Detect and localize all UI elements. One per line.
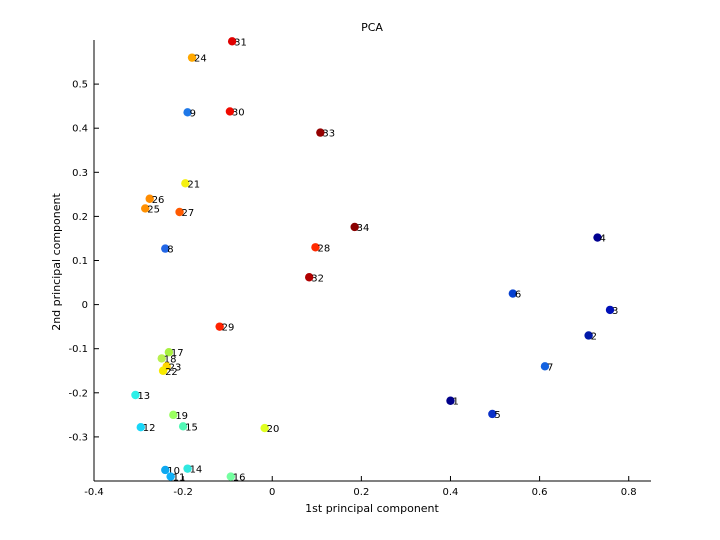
data-point-label: 4 bbox=[600, 234, 606, 245]
data-point-label: 13 bbox=[137, 391, 150, 402]
y-tick-label: 0.4 bbox=[72, 124, 88, 135]
data-point-4 bbox=[593, 233, 602, 242]
data-point-label: 21 bbox=[187, 179, 200, 190]
y-tick-label: 0.2 bbox=[72, 212, 88, 223]
data-point-label: 23 bbox=[169, 362, 182, 373]
data-point-27 bbox=[175, 207, 184, 217]
data-point-label: 16 bbox=[233, 473, 246, 484]
y-tick-label: 0 bbox=[82, 300, 88, 311]
data-point-33 bbox=[316, 128, 325, 137]
data-point-label: 1 bbox=[452, 397, 458, 408]
data-point-21 bbox=[181, 179, 190, 188]
data-point-label: 18 bbox=[164, 354, 177, 365]
chart-title: PCA bbox=[361, 21, 383, 34]
data-point-25 bbox=[141, 204, 150, 213]
data-point-label: 10 bbox=[167, 466, 180, 477]
data-point-label: 7 bbox=[547, 362, 553, 373]
data-point-label: 24 bbox=[194, 54, 207, 65]
data-point-label: 25 bbox=[147, 204, 160, 215]
data-point-10 bbox=[161, 465, 170, 475]
data-point-26 bbox=[145, 194, 154, 203]
data-point-22 bbox=[158, 366, 168, 375]
data-point-19 bbox=[169, 410, 178, 420]
data-point-label: 29 bbox=[222, 323, 235, 334]
data-point-label: 2 bbox=[591, 331, 597, 342]
data-point-9 bbox=[183, 108, 192, 117]
data-point-12 bbox=[136, 422, 145, 432]
x-axis-label: 1st principal component bbox=[305, 502, 439, 515]
y-tick-label: -0.2 bbox=[68, 388, 88, 399]
data-point-label: 14 bbox=[190, 465, 203, 476]
data-point-30 bbox=[225, 107, 235, 116]
data-point-2 bbox=[584, 331, 593, 340]
y-tick-label: 0.5 bbox=[72, 80, 88, 91]
data-point-32 bbox=[305, 273, 314, 282]
data-point-label: 22 bbox=[165, 367, 178, 378]
data-point-16 bbox=[226, 472, 235, 481]
data-point-3 bbox=[605, 305, 615, 315]
data-point-label: 27 bbox=[182, 208, 195, 219]
data-point-label: 19 bbox=[175, 411, 188, 422]
data-point-label: 33 bbox=[322, 129, 335, 140]
data-point-label: 26 bbox=[152, 195, 165, 206]
data-point-1 bbox=[446, 396, 455, 405]
data-point-18 bbox=[157, 354, 166, 363]
y-axis-ticks: -0.3 -0.2 -0.1 0 0.1 0.2 0.3 0.4 0.5 bbox=[68, 80, 99, 443]
data-point-label: 15 bbox=[185, 422, 198, 433]
data-point-6 bbox=[508, 289, 518, 298]
x-tick-label: 0.6 bbox=[532, 487, 548, 498]
data-point-label: 12 bbox=[143, 423, 156, 434]
data-point-label: 6 bbox=[515, 290, 521, 301]
data-point-label: 9 bbox=[190, 108, 196, 119]
data-point-34 bbox=[350, 222, 359, 232]
data-point-label: 5 bbox=[494, 410, 500, 421]
x-axis-ticks: -0.4 -0.2 0 0.2 0.4 0.6 0.8 bbox=[84, 476, 637, 498]
y-tick-label: -0.1 bbox=[68, 344, 88, 355]
data-point-15 bbox=[178, 422, 188, 431]
data-point-31 bbox=[227, 37, 237, 46]
x-tick-label: 0.8 bbox=[621, 487, 637, 498]
y-tick-label: -0.3 bbox=[68, 432, 88, 443]
x-tick-label: 0.2 bbox=[353, 487, 369, 498]
data-point-24 bbox=[187, 53, 197, 62]
data-point-5 bbox=[488, 409, 497, 419]
y-tick-label: 0.1 bbox=[72, 256, 88, 267]
data-point-label: 17 bbox=[171, 348, 184, 359]
data-point-label: 28 bbox=[317, 243, 330, 254]
data-point-label: 11 bbox=[173, 473, 186, 484]
data-point-28 bbox=[311, 243, 320, 252]
x-tick-label: -0.4 bbox=[84, 487, 104, 498]
y-axis-label: 2nd principal component bbox=[50, 193, 63, 331]
data-point-label: 8 bbox=[167, 245, 173, 256]
data-point-14 bbox=[183, 464, 192, 473]
data-point-label: 20 bbox=[267, 424, 280, 435]
data-point-11 bbox=[166, 472, 175, 481]
data-point-20 bbox=[260, 423, 269, 433]
data-point-7 bbox=[540, 362, 550, 371]
data-point-17 bbox=[164, 348, 174, 357]
x-tick-label: -0.2 bbox=[173, 487, 193, 498]
data-point-label: 34 bbox=[357, 223, 370, 234]
data-point-label: 3 bbox=[612, 306, 618, 317]
data-point-13 bbox=[131, 390, 140, 400]
x-tick-label: 0 bbox=[269, 487, 275, 498]
data-point-8 bbox=[161, 244, 170, 253]
x-tick-label: 0.4 bbox=[443, 487, 459, 498]
data-point-29 bbox=[215, 322, 224, 331]
data-point-label: 32 bbox=[311, 273, 324, 284]
y-tick-label: 0.3 bbox=[72, 168, 88, 179]
data-point-label: 31 bbox=[234, 37, 247, 48]
data-point-label: 30 bbox=[232, 107, 245, 118]
